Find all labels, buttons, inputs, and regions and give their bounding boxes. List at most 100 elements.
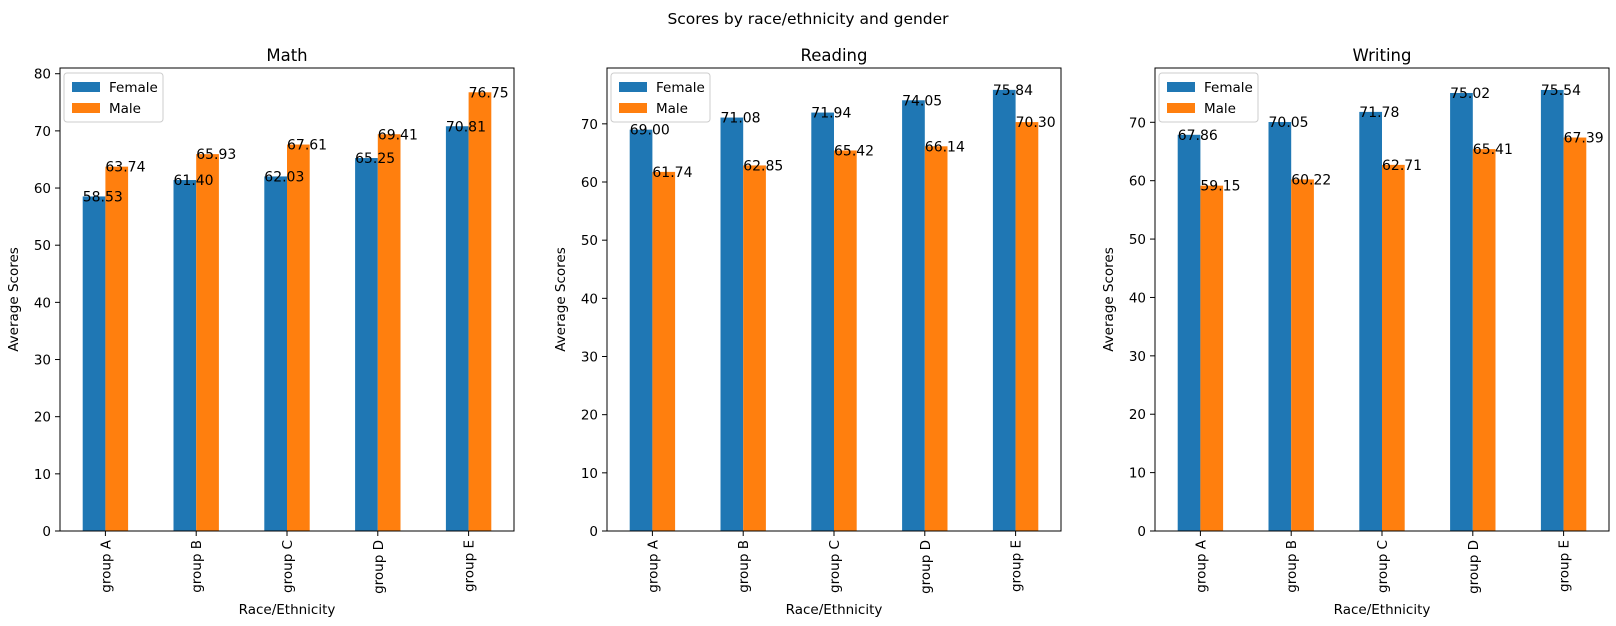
bar-male-group-e [1563, 137, 1587, 532]
legend-swatch-female [619, 82, 647, 92]
bar-female-group-b [720, 117, 744, 531]
bar-female-group-b [173, 180, 197, 531]
data-label-female-group-a: 69.00 [630, 123, 670, 139]
y-tick-label: 30 [34, 353, 51, 369]
data-label-male-group-e: 67.39 [1564, 131, 1604, 147]
legend-label-female: Female [109, 80, 158, 96]
x-tick-label-group-a: group A [645, 539, 661, 592]
y-tick-label: 20 [581, 408, 598, 424]
x-axis-label: Race/Ethnicity [1334, 602, 1431, 618]
figure-suptitle: Scores by race/ethnicity and gender [667, 10, 949, 28]
y-tick-label: 60 [581, 175, 598, 191]
x-tick-label-group-e: group E [1009, 540, 1025, 592]
y-tick-label: 70 [1129, 115, 1146, 131]
x-axis-label: Race/Ethnicity [239, 602, 336, 618]
data-label-male-group-d: 69.41 [378, 127, 418, 143]
x-tick-label-group-e: group E [1557, 540, 1573, 592]
data-label-female-group-e: 75.54 [1541, 83, 1581, 99]
bar-female-group-d [1450, 92, 1473, 532]
x-tick-label-group-d: group D [1466, 540, 1482, 594]
bar-female-group-e [445, 126, 469, 531]
x-tick-label-group-d: group D [918, 540, 934, 594]
y-tick-label: 40 [581, 291, 598, 307]
bar-female-group-c [811, 112, 834, 531]
x-tick-label-group-b: group B [189, 540, 205, 593]
y-tick-label: 50 [1129, 232, 1146, 248]
y-tick-label: 10 [34, 467, 51, 483]
data-label-male-group-e: 70.30 [1016, 115, 1056, 131]
bar-male-group-d [1472, 149, 1496, 531]
y-tick-label: 50 [581, 233, 598, 249]
y-tick-label: 20 [1129, 407, 1146, 423]
subplot-math: 58.53 61.40 62.03 65.25 70.81 63.74 65.93 67.61… [6, 46, 515, 618]
legend-label-male: Male [656, 101, 688, 117]
y-axis-label: Average Scores [553, 247, 569, 352]
data-label-male-group-c: 65.42 [834, 143, 874, 159]
bar-female-group-d [902, 100, 925, 531]
legend-label-male: Male [1204, 101, 1236, 117]
y-tick-label: 60 [34, 181, 51, 197]
y-tick-label: 30 [1129, 349, 1146, 365]
y-tick-label: 0 [1137, 524, 1146, 540]
bar-male-group-e [1015, 122, 1039, 531]
bar-male-group-b [743, 165, 766, 531]
x-tick-label-group-b: group B [1284, 540, 1300, 593]
bar-male-group-c [287, 144, 310, 532]
legend: Female Male [1158, 72, 1259, 123]
legend-swatch-male [72, 103, 100, 113]
data-label-female-group-a: 67.86 [1178, 128, 1218, 144]
bar-male-group-a [105, 166, 129, 531]
bar-male-group-b [1291, 179, 1314, 531]
data-label-female-group-d: 75.02 [1450, 86, 1490, 102]
y-axis-label: Average Scores [6, 247, 22, 352]
bar-male-group-c [1382, 164, 1405, 532]
bar-female-group-b [1268, 122, 1292, 531]
bar-female-group-c [264, 176, 287, 531]
data-label-male-group-c: 62.71 [1382, 158, 1422, 174]
subplot-reading: 69.00 71.08 71.94 74.05 75.84 61.74 62.85 65.42… [553, 46, 1062, 618]
data-label-male-group-d: 65.41 [1473, 142, 1513, 158]
y-tick-label: 70 [581, 117, 598, 133]
x-tick-label-group-a: group A [1193, 539, 1209, 592]
subplot-title: Math [266, 46, 307, 65]
bar-male-group-a [652, 171, 676, 531]
bar-male-group-b [196, 154, 219, 531]
x-tick-label-group-c: group C [1375, 540, 1391, 593]
data-label-male-group-b: 60.22 [1291, 172, 1331, 188]
y-tick-label: 60 [1129, 174, 1146, 190]
legend: Female Male [63, 72, 164, 123]
data-label-male-group-a: 61.74 [652, 165, 692, 181]
bar-female-group-a [629, 129, 653, 531]
data-label-female-group-d: 74.05 [902, 93, 942, 109]
legend-label-female: Female [656, 80, 705, 96]
data-label-male-group-b: 62.85 [743, 158, 783, 174]
data-label-female-group-c: 62.03 [264, 169, 304, 185]
subplots: 58.53 61.40 62.03 65.25 70.81 63.74 65.93 67.61… [6, 46, 1610, 618]
bar-male-group-d [924, 146, 948, 532]
data-label-male-group-b: 65.93 [196, 147, 236, 163]
data-label-male-group-e: 76.75 [469, 85, 509, 101]
data-label-male-group-a: 59.15 [1200, 179, 1240, 195]
bar-female-group-d [355, 158, 378, 531]
legend-swatch-female [1167, 82, 1195, 92]
bar-female-group-e [1540, 89, 1564, 531]
y-tick-label: 0 [589, 524, 598, 540]
legend: Female Male [610, 72, 711, 123]
data-label-female-group-b: 70.05 [1269, 115, 1309, 131]
data-label-female-group-c: 71.78 [1359, 105, 1399, 121]
y-tick-label: 0 [42, 524, 51, 540]
subplot-title: Reading [801, 46, 868, 65]
x-tick-label-group-a: group A [98, 539, 114, 592]
y-tick-label: 40 [34, 295, 51, 311]
legend-swatch-female [72, 82, 100, 92]
y-tick-label: 70 [34, 124, 51, 140]
data-label-female-group-b: 71.08 [721, 111, 761, 127]
bar-male-group-d [377, 134, 401, 531]
x-tick-label-group-c: group C [827, 540, 843, 593]
legend-swatch-male [1167, 103, 1195, 113]
y-tick-label: 30 [581, 350, 598, 366]
x-tick-label-group-e: group E [462, 540, 478, 592]
legend-swatch-male [619, 103, 647, 113]
data-label-male-group-a: 63.74 [105, 160, 145, 176]
